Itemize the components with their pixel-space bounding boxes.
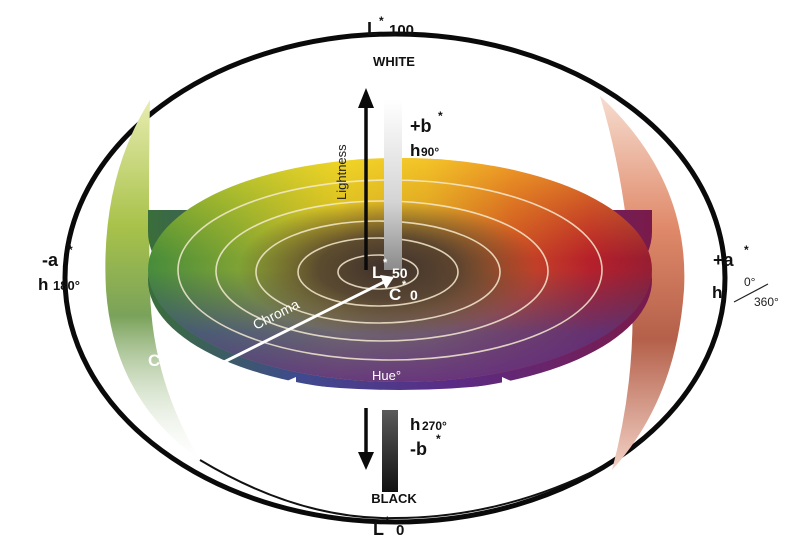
center-chroma-letter: C bbox=[389, 285, 401, 304]
bottom-lightness-letter: L bbox=[373, 519, 384, 539]
center-lightness-letter: L bbox=[372, 263, 382, 282]
center-chroma-star: * bbox=[402, 279, 407, 291]
right-hue-angle-slash bbox=[733, 283, 769, 303]
left-hue-angle: 180° bbox=[53, 278, 80, 293]
lightness-bar-upper bbox=[384, 100, 402, 270]
minus-b-axis-label: -b bbox=[410, 439, 427, 459]
lightness-bar-lower bbox=[382, 410, 398, 492]
plus-a-axis-label: +a bbox=[713, 250, 735, 270]
hue-axis-label: Hue° bbox=[372, 368, 401, 383]
lightness-arrow-down-head bbox=[358, 452, 374, 470]
top-lightness-star: * bbox=[379, 14, 384, 28]
lightness-axis-label: Lightness bbox=[334, 144, 349, 200]
lower-shell-edge bbox=[199, 459, 601, 520]
plus-b-axis-label: +b bbox=[410, 116, 432, 136]
left-side-band bbox=[105, 100, 200, 460]
hue-arrow-right-head bbox=[502, 377, 518, 392]
plus-a-star: * bbox=[744, 243, 749, 257]
black-pole-label: BLACK bbox=[371, 491, 417, 506]
chroma-arrow-head bbox=[380, 275, 394, 289]
minus-a-star: * bbox=[68, 243, 73, 257]
bottom-lightness-star: * bbox=[385, 514, 390, 528]
edge-chroma-value: 60 bbox=[172, 354, 186, 369]
right-hue-angle-zero: 0° bbox=[744, 275, 756, 289]
edge-chroma-letter: C bbox=[148, 351, 160, 370]
hue-arrow-left-head bbox=[280, 377, 296, 392]
top-lightness-letter: L bbox=[367, 19, 378, 39]
chroma-arrow-tail-head bbox=[200, 360, 220, 374]
upper-hue-angle: 90° bbox=[421, 145, 439, 159]
center-chroma-value: 0 bbox=[410, 287, 418, 303]
left-hue-h: h bbox=[38, 275, 48, 294]
lower-hue-h: h bbox=[410, 415, 420, 434]
center-lightness-value: 50 bbox=[392, 265, 408, 281]
white-pole-label: WHITE bbox=[373, 54, 415, 69]
minus-a-axis-label: -a bbox=[42, 250, 59, 270]
lightness-arrow-up-head bbox=[358, 88, 374, 108]
edge-chroma-star: * bbox=[162, 345, 167, 357]
plus-b-star: * bbox=[438, 109, 443, 123]
lower-hue-angle: 270° bbox=[422, 419, 447, 433]
center-lightness-star: * bbox=[383, 257, 388, 269]
top-lightness-value: 100 bbox=[389, 22, 414, 39]
chroma-arrow bbox=[211, 280, 385, 370]
minus-b-star: * bbox=[436, 432, 441, 446]
hue-arrow bbox=[291, 383, 507, 393]
bottom-lightness-value: 0 bbox=[396, 522, 404, 539]
right-hue-angle-360: 360° bbox=[754, 295, 779, 309]
upper-hue-h: h bbox=[410, 141, 420, 160]
right-hue-h: h bbox=[712, 283, 722, 302]
